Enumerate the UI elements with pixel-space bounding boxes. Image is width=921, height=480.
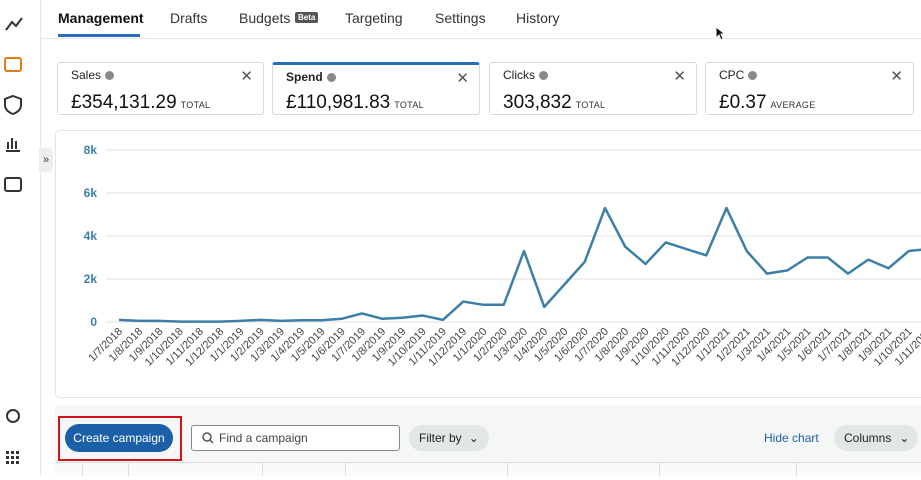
column-divider [128,463,129,476]
search-icon [202,432,214,444]
column-divider [345,463,346,476]
metric-label: Clicks [503,68,548,82]
close-button[interactable]: ✕ [890,68,903,85]
search-box[interactable]: Find a campaign [191,425,400,451]
metric-value-text: 303,832 [503,92,572,113]
columns-text: Columns [844,431,892,445]
metric-value: £0.37 AVERAGE [719,92,816,114]
filter-text: Filter by [419,431,462,445]
tab[interactable]: Drafts [170,10,208,26]
y-tick-label: 2k [84,272,98,286]
search-placeholder: Find a campaign [219,431,308,445]
chart: 02k4k6k8k1/7/20181/8/20181/9/20181/10/20… [84,143,921,369]
column-divider [262,463,263,476]
tab[interactable]: History [516,10,560,26]
tab[interactable]: Settings [435,10,486,26]
tab[interactable]: Targeting [345,10,403,26]
highlight-box [58,416,182,461]
tab-bar: Management Drafts Budgets Beta Targeting… [41,0,921,39]
plot: 02k4k6k8k1/7/20181/8/20181/9/20181/10/20… [84,143,921,369]
close-button[interactable]: ✕ [240,68,253,85]
column-divider [507,463,508,476]
column-divider [659,463,660,476]
metric-value-text: £354,131.29 [71,92,177,113]
icon-settings[interactable] [6,409,20,423]
metric-card[interactable]: Sales ✕ £354,131.29 TOTAL [57,62,264,115]
icon-campaigns[interactable] [4,57,22,72]
metric-label: CPC [719,68,758,82]
metric-value: £354,131.29 TOTAL [71,92,210,114]
create-campaign-button[interactable]: Create campaign [65,424,173,452]
icon-trend[interactable] [5,17,23,31]
column-divider [82,463,83,476]
beta-badge: Beta [295,12,319,23]
metric-label-text: Sales [71,68,102,82]
chart-panel: 0 2k 4k 6k 8k 1/7/2018 1/8/2018 1/9/2018 1/10/20… [55,130,921,398]
cursor [715,26,726,41]
metric-unit: AVERAGE [770,100,816,110]
sidebar [0,0,41,475]
tab[interactable]: Budgets [239,10,291,26]
metric-card[interactable]: CPC ✕ £0.37 AVERAGE [705,62,914,115]
tab-underline [58,34,140,37]
icon-shield[interactable] [4,94,22,116]
table-header [55,462,921,476]
metric-unit: TOTAL [575,100,606,110]
metric-label-text: CPC [719,68,745,82]
y-tick-label: 4k [84,229,98,243]
info-icon [539,71,548,80]
metric-value: 303,832 TOTAL [503,92,605,114]
tab[interactable]: Management [58,10,144,26]
metric-label: Sales [71,68,115,82]
metric-unit: TOTAL [394,100,424,110]
metric-value-text: £0.37 [719,92,767,113]
close-button[interactable]: ✕ [673,68,686,85]
close-button[interactable]: ✕ [456,70,469,87]
metric-value-text: £110,981.83 [286,92,391,113]
data-line [118,206,921,323]
columns-button[interactable]: Columns ⌄ [834,425,918,451]
metric-label-text: Spend [286,70,323,84]
metric-card[interactable]: Spend ✕ £110,981.83 TOTAL [272,62,480,115]
metric-label-text: Clicks [503,68,535,82]
info-icon [748,71,758,80]
metric-card[interactable]: Clicks ✕ 303,832 TOTAL [489,62,697,115]
chevron: ⌄ [468,431,479,445]
hide-chart-link[interactable]: Hide chart [764,431,819,445]
filter-button[interactable]: Filter by ⌄ [409,425,489,451]
icon-bars[interactable] [6,138,20,152]
metric-value: £110,981.83 TOTAL [286,92,424,114]
expand-toggle[interactable]: » [39,148,53,172]
sidebar-icons [4,17,23,464]
icon-apps[interactable] [6,451,19,464]
info-icon [105,71,115,80]
chevron: ⌄ [899,431,910,445]
metric-label: Spend [286,70,336,84]
column-divider [796,463,797,476]
metric-unit: TOTAL [180,100,211,110]
y-tick-label: 0 [90,315,97,329]
info-icon [326,73,336,82]
icon-media[interactable] [4,177,22,192]
y-tick-label: 8k [84,143,98,157]
y-tick-label: 6k [84,186,98,200]
